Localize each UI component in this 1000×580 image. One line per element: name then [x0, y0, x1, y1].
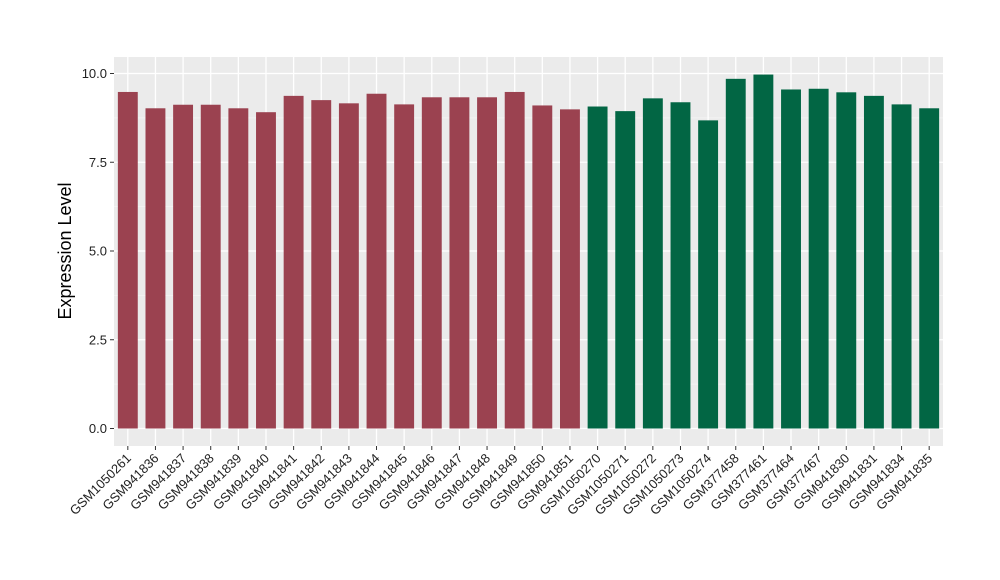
- bar-GSM1050270: [587, 106, 608, 429]
- bar-GSM941847: [449, 97, 470, 429]
- y-tick-label: 7.5: [89, 155, 107, 170]
- bar-GSM941848: [477, 97, 497, 429]
- bar-GSM941843: [338, 103, 359, 429]
- bar-GSM941842: [311, 100, 332, 429]
- bar-GSM1050274: [698, 120, 719, 429]
- bar-GSM941831: [863, 95, 884, 429]
- bar-GSM377467: [808, 88, 829, 429]
- bar-GSM941837: [173, 104, 194, 429]
- bar-GSM941846: [421, 97, 442, 429]
- bar-GSM1050271: [615, 111, 636, 429]
- bar-GSM941830: [836, 92, 857, 429]
- bar-GSM1050261: [117, 91, 138, 429]
- bar-GSM941835: [919, 108, 940, 429]
- bar-GSM941838: [200, 104, 221, 429]
- y-tick-label: 10.0: [82, 66, 107, 81]
- x-axis: GSM1050261GSM941836GSM941837GSM941838GSM…: [67, 446, 935, 518]
- bar-GSM377464: [781, 89, 801, 429]
- bar-GSM1050273: [670, 102, 691, 429]
- bar-GSM941849: [504, 91, 525, 429]
- bar-GSM941851: [560, 109, 580, 429]
- bar-GSM941850: [532, 105, 553, 429]
- bar-GSM1050272: [642, 98, 663, 429]
- bar-GSM941836: [145, 108, 166, 429]
- y-tick-label: 2.5: [89, 332, 107, 347]
- bar-GSM377461: [753, 74, 774, 429]
- y-tick-label: 5.0: [89, 244, 107, 259]
- bar-GSM377458: [725, 78, 746, 429]
- y-axis: 0.0 2.5 5.0 7.5 10.0: [82, 66, 114, 436]
- bar-GSM941834: [891, 104, 912, 429]
- bar-GSM941845: [394, 104, 415, 429]
- bar-GSM941839: [228, 108, 249, 429]
- bar-GSM941840: [256, 112, 276, 429]
- y-tick-label: 0.0: [89, 421, 107, 436]
- bar-GSM941841: [283, 95, 304, 429]
- bars: [117, 74, 940, 429]
- bar-GSM941844: [366, 93, 387, 429]
- y-axis-title: Expression Level: [55, 182, 75, 319]
